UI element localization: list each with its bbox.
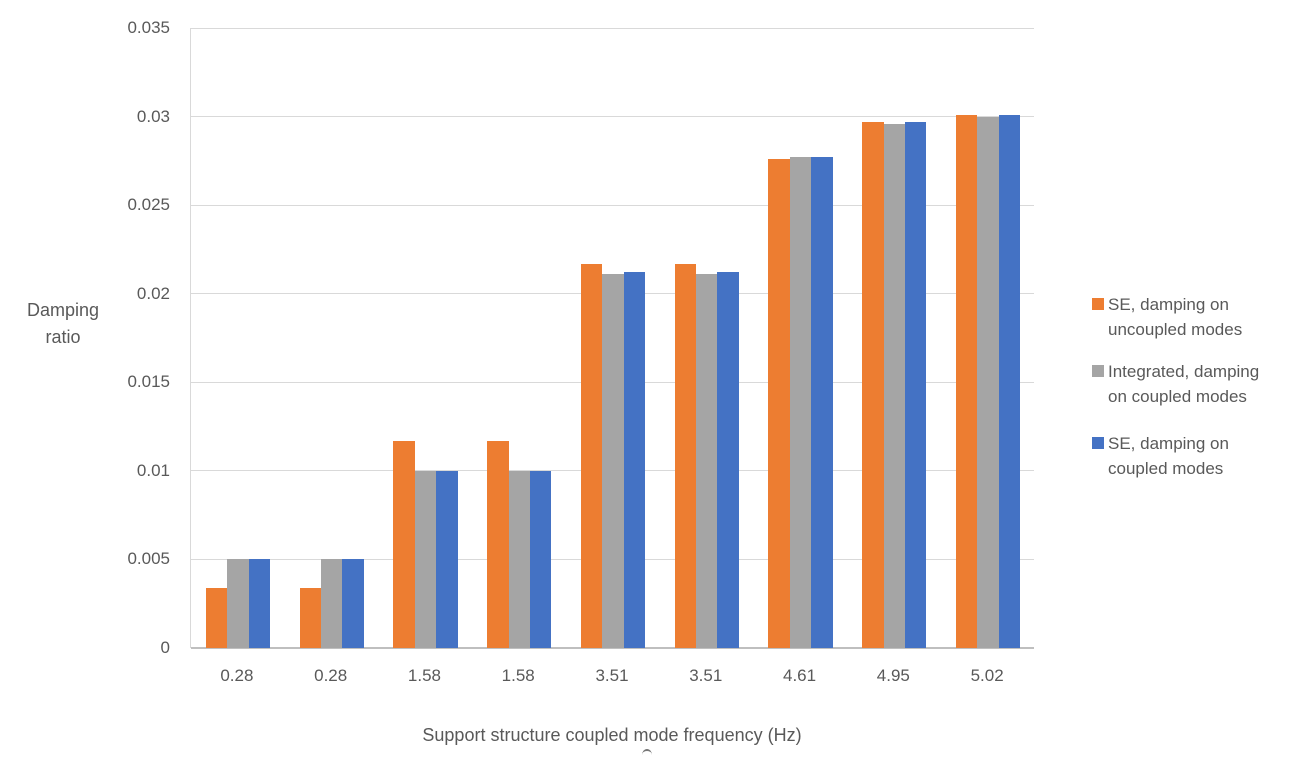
legend-entry: Integrated, damping on coupled modes	[1092, 359, 1259, 409]
bar-series1-cat6	[674, 263, 697, 648]
bar-series1-cat9	[956, 114, 978, 648]
bar-series3-cat2	[342, 559, 364, 648]
bar-series3-cat5	[623, 272, 646, 648]
y-axis-title: Damping ratio	[26, 300, 100, 347]
bar-series1-cat3	[393, 440, 415, 648]
x-tick-label: 4.61	[783, 666, 817, 685]
y-tick-label: 0.02	[136, 283, 170, 303]
gridline	[191, 116, 1034, 118]
y-tick-label: 0	[160, 638, 170, 657]
legend-label: Integrated, damping on coupled modes	[1108, 362, 1260, 406]
legend-swatch-icon	[1092, 365, 1104, 377]
bar-series2-cat2	[320, 559, 343, 648]
x-tick-label: 4.95	[876, 666, 910, 685]
y-tick-label: 0.03	[136, 106, 170, 126]
y-tick-label: 0.01	[136, 460, 170, 480]
y-tick-label: 0.015	[127, 372, 170, 392]
bar-series2-cat1	[227, 559, 249, 648]
bar-series3-cat9	[998, 114, 1021, 648]
x-tick-label: 3.51	[689, 666, 723, 685]
x-tick-label: 1.58	[501, 666, 535, 685]
x-tick-label: 0.28	[314, 666, 348, 685]
bar-series1-cat5	[580, 263, 603, 648]
bar-series1-cat7	[768, 159, 790, 648]
bar-series3-cat8	[905, 121, 927, 648]
x-axis-line	[191, 647, 1034, 649]
bar-series2-cat7	[789, 157, 812, 648]
cropped-text-fragment	[642, 749, 652, 755]
bar-series2-cat4	[508, 470, 530, 648]
gridline	[191, 204, 1034, 206]
legend-label: SE, damping on coupled modes	[1108, 434, 1229, 478]
bar-series2-cat5	[602, 274, 624, 648]
x-tick-label: 0.28	[220, 666, 254, 685]
x-tick-label: 3.51	[595, 666, 629, 685]
bar-series3-cat1	[248, 559, 270, 648]
bar-series3-cat4	[529, 470, 552, 648]
bar-series2-cat3	[414, 470, 437, 648]
bar-series1-cat4	[487, 440, 509, 648]
bar-series2-cat8	[883, 123, 906, 648]
x-tick-label: 5.02	[970, 666, 1004, 685]
legend-label: SE, damping on uncoupled modes	[1108, 295, 1243, 339]
bar-series1-cat2	[299, 587, 321, 648]
legend-entry: SE, damping on uncoupled modes	[1092, 292, 1242, 342]
legend-swatch-icon	[1092, 437, 1104, 449]
bar-series1-cat1	[205, 587, 228, 648]
x-axis-title: Support structure coupled mode frequency…	[422, 725, 802, 745]
y-tick-label: 0.025	[127, 195, 170, 215]
y-tick-label: 0.005	[127, 549, 170, 569]
gridline	[191, 27, 1034, 29]
plot-area	[190, 27, 1034, 649]
legend-entry: SE, damping on coupled modes	[1092, 431, 1229, 481]
bar-series3-cat3	[436, 470, 458, 648]
bar-series3-cat7	[811, 157, 833, 648]
y-tick-label: 0.035	[127, 18, 170, 37]
bar-series1-cat8	[862, 121, 884, 648]
bar-series2-cat6	[696, 274, 718, 648]
bar-series3-cat6	[717, 272, 739, 648]
x-tick-label: 1.58	[407, 666, 441, 685]
legend-swatch-icon	[1092, 298, 1104, 310]
bar-series2-cat9	[977, 116, 999, 648]
